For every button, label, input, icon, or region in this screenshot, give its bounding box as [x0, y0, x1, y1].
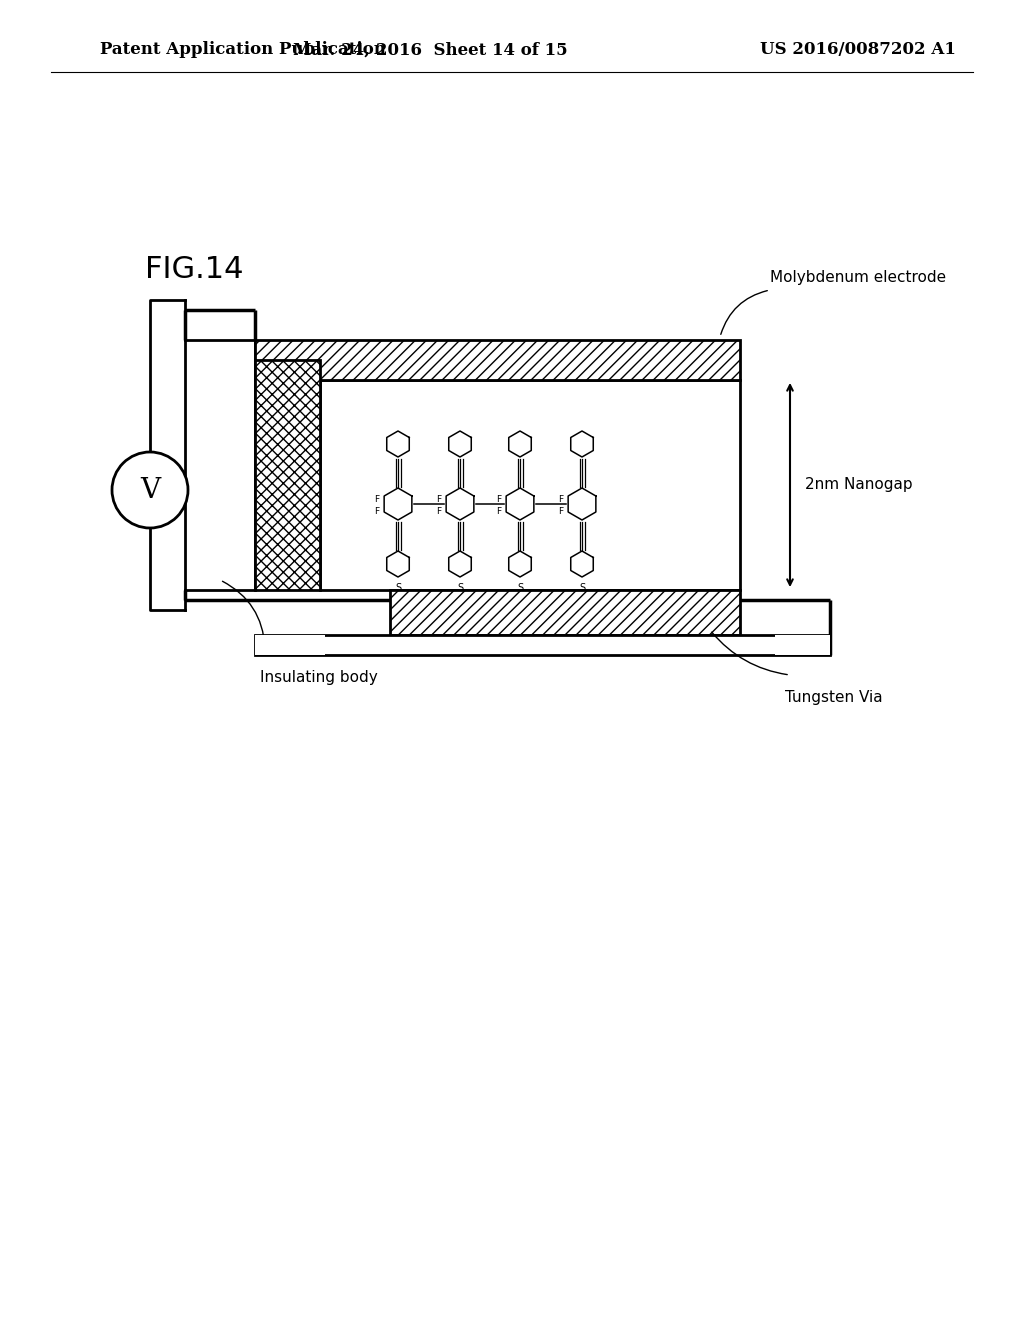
Text: F: F: [496, 495, 501, 503]
Text: Tungsten Via: Tungsten Via: [785, 690, 883, 705]
Text: US 2016/0087202 A1: US 2016/0087202 A1: [760, 41, 955, 58]
Bar: [255, 341, 740, 380]
Text: Molybdenum electrode: Molybdenum electrode: [770, 271, 946, 285]
Bar: [255, 635, 830, 655]
Text: S: S: [457, 583, 463, 593]
Text: Patent Application Publication: Patent Application Publication: [100, 41, 386, 58]
Bar: [255, 635, 325, 655]
Text: F: F: [436, 507, 441, 516]
Text: F: F: [436, 495, 441, 503]
Bar: [319, 380, 740, 590]
Text: 2nm Nanogap: 2nm Nanogap: [805, 478, 912, 492]
Text: S: S: [517, 583, 523, 593]
Text: S: S: [395, 583, 401, 593]
Text: FIG.14: FIG.14: [145, 256, 244, 285]
Bar: [390, 590, 740, 635]
Text: V: V: [140, 477, 160, 503]
Text: F: F: [558, 495, 563, 503]
Text: F: F: [496, 507, 501, 516]
Text: S: S: [579, 583, 585, 593]
Bar: [255, 360, 319, 590]
Bar: [185, 341, 255, 590]
Bar: [255, 360, 319, 590]
Bar: [775, 635, 830, 655]
Text: Insulating body: Insulating body: [260, 671, 378, 685]
Text: F: F: [374, 495, 379, 503]
Circle shape: [112, 451, 188, 528]
Text: F: F: [374, 507, 379, 516]
Text: F: F: [558, 507, 563, 516]
Text: Mar. 24, 2016  Sheet 14 of 15: Mar. 24, 2016 Sheet 14 of 15: [293, 41, 567, 58]
